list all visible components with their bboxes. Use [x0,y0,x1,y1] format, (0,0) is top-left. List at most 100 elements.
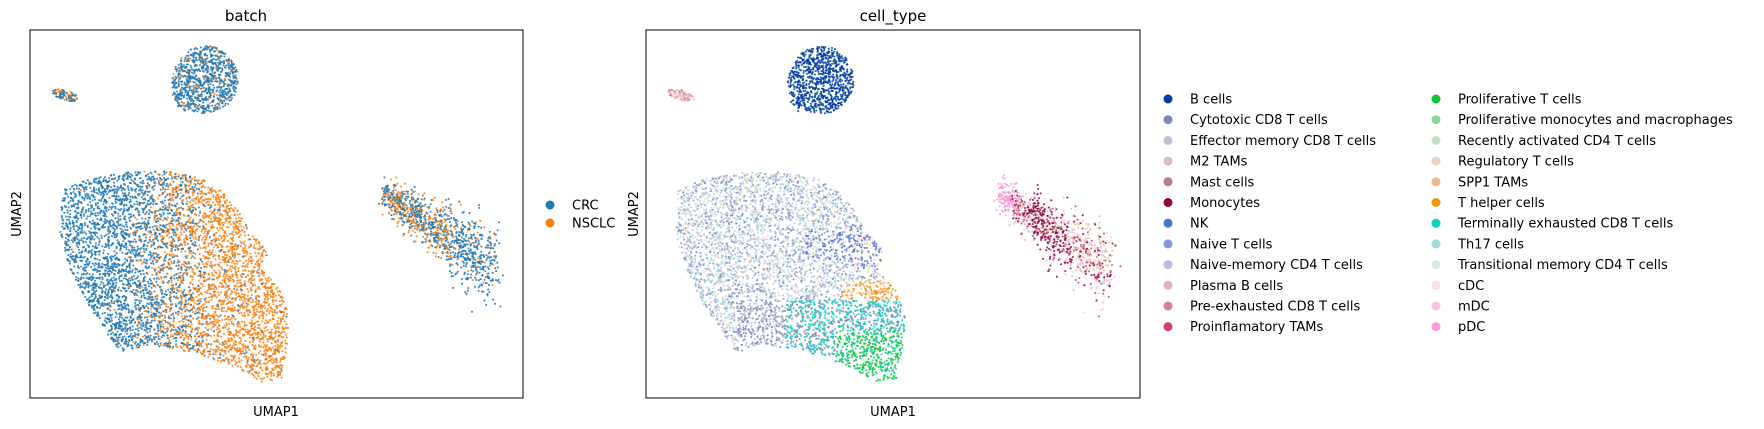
batch-cell-point [196,69,199,72]
batch-cell-point [129,334,132,337]
batch-cell-point [185,308,188,311]
batch-cell-point [120,279,123,282]
batch-cell-point [257,362,260,365]
batch-cell-point [216,194,219,197]
batch-cell-point [139,248,142,251]
batch-cell-point [66,193,69,196]
batch-cell-point [173,83,176,86]
batch-cell-point [141,189,144,192]
batch-cell-point [129,316,132,319]
batch-cell-point [84,224,87,227]
batch-cell-point [128,277,131,280]
batch-cell-point [185,318,188,321]
batch-cell-point [237,216,240,219]
batch-cell-point [205,296,208,300]
batch-cell-point [190,53,193,56]
batch-cell-point [146,298,149,301]
batch-cell-point [212,322,215,326]
batch-cell-point [97,214,100,217]
batch-cell-point [108,302,111,305]
batch-cell-point [232,314,235,317]
batch-cell-point [227,358,230,361]
batch-cell-point [143,213,146,216]
batch-cell-point [165,184,168,187]
batch-cell-point [90,234,93,237]
batch-cell-point [188,98,191,101]
batch-cell-point [119,218,122,221]
batch-cell-point [190,250,193,253]
batch-cell-point [174,81,177,84]
batch-cell-point [243,246,246,250]
batch-cell-point [80,273,83,276]
batch-cell-point [179,105,182,108]
batch-cell-point [264,334,267,338]
batch-cell-point [110,319,113,322]
batch-cell-point [91,245,94,248]
batch-cell-point [126,229,129,232]
batch-cell-point [226,234,229,237]
batch-cell-point [197,53,200,56]
batch-cell-point [276,365,280,368]
batch-cell-point [111,226,115,229]
batch-cell-point [234,76,237,79]
batch-cell-point [184,56,187,59]
batch-cell-point [261,255,264,258]
batch-cell-point [174,311,177,314]
batch-cell-point [212,95,215,98]
batch-cell-point [214,106,217,109]
batch-cell-point [239,233,242,236]
batch-cell-point [236,365,240,368]
batch-cell-point [116,179,119,182]
batch-cell-point [242,255,245,258]
batch-cell-point [204,45,207,48]
batch-cell-point [62,89,65,92]
batch-cell-point [238,306,242,309]
batch-cell-point [259,377,262,380]
batch-cell-point [246,265,249,268]
batch-cell-point [188,293,191,296]
batch-cell-point [255,270,259,273]
batch-cell-point [98,294,101,297]
batch-cell-point [212,353,215,356]
batch-cell-point [190,71,193,74]
batch-cell-point [225,218,228,221]
batch-cell-point [174,97,177,100]
batch-cell-point [77,283,80,286]
batch-cell-point [240,289,243,292]
batch-cell-point [142,322,145,325]
batch-cell-point [152,305,155,308]
batch-cell-point [182,108,185,111]
batch-cell-point [141,269,145,272]
batch-cell-point [187,51,190,54]
batch-cell-point [135,251,138,254]
batch-cell-point [200,93,203,96]
batch-cell-point [86,224,89,227]
batch-cell-point [195,78,198,81]
batch-cell-point [204,291,207,294]
batch-cell-point [238,323,241,326]
batch-cell-point [207,230,210,233]
batch-cell-point [174,65,177,69]
batch-cell-point [192,348,195,351]
batch-cell-point [253,376,256,379]
batch-cell-point [183,94,186,97]
batch-cell-point [106,283,109,286]
batch-cell-point [168,338,171,342]
batch-cell-point [212,330,215,333]
batch-cell-point [240,225,243,228]
batch-cell-point [270,358,273,361]
batch-cell-point [69,222,72,225]
batch-cell-point [180,303,183,306]
batch-cell-point [247,280,250,283]
batch-cell-point [261,369,264,372]
batch-cell-point [130,338,133,341]
batch-cell-point [204,250,207,253]
batch-cell-point [197,322,200,325]
batch-cell-point [186,266,189,269]
batch-cell-point [218,274,221,277]
batch-cell-point [70,99,74,103]
batch-cell-point [126,259,129,262]
batch-cell-point [211,223,214,226]
batch-cell-point [276,343,279,346]
batch-cell-point [244,244,247,247]
